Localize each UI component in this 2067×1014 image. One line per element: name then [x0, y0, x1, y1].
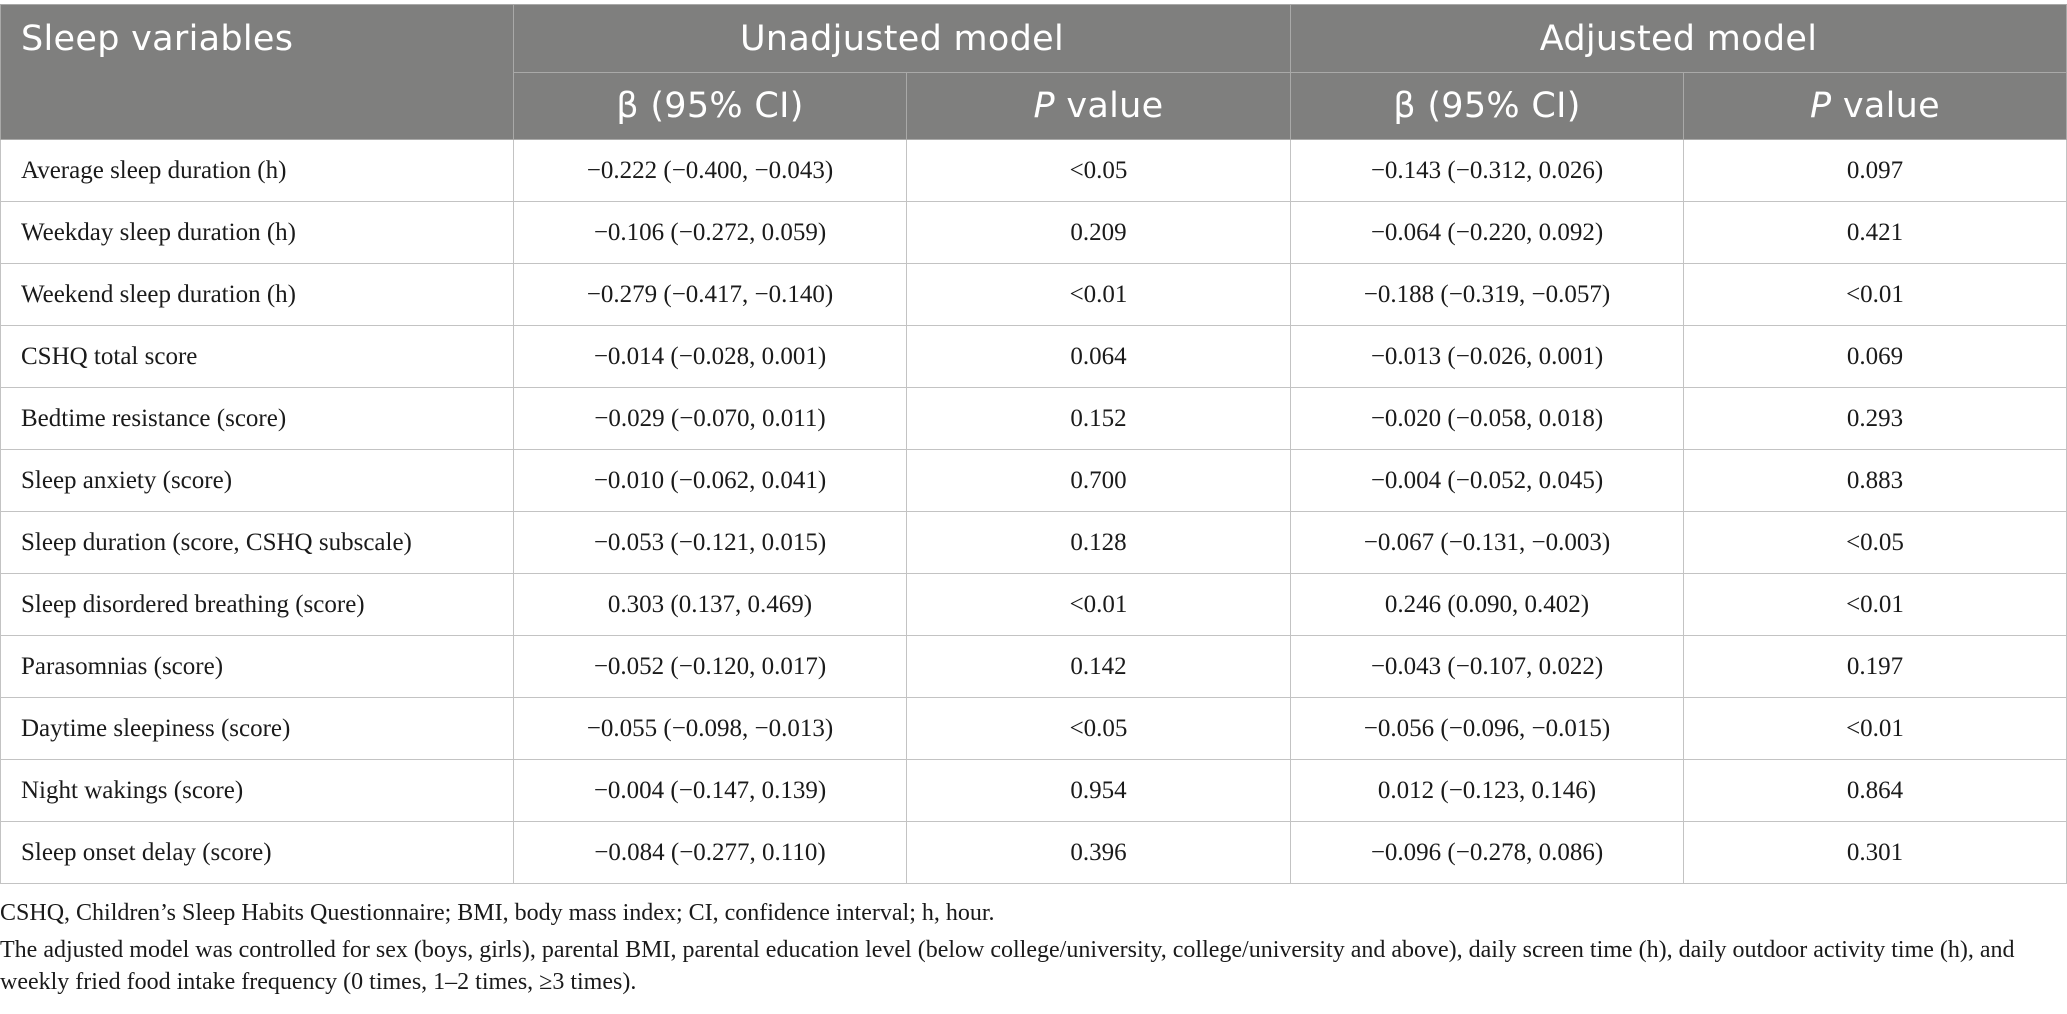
cell-unadjusted-beta: −0.052 (−0.120, 0.017) [513, 635, 907, 698]
cell-unadjusted-beta: −0.106 (−0.272, 0.059) [513, 201, 907, 264]
cell-sleep-variable: Sleep onset delay (score) [0, 821, 514, 884]
cell-unadjusted-p-value: 0.954 [906, 759, 1291, 822]
cell-adjusted-beta: −0.067 (−0.131, −0.003) [1290, 511, 1684, 574]
cell-adjusted-beta: 0.246 (0.090, 0.402) [1290, 573, 1684, 636]
cell-sleep-variable: Sleep disordered breathing (score) [0, 573, 514, 636]
header-unadjusted-p-value: P value [906, 72, 1291, 140]
cell-sleep-variable: Weekend sleep duration (h) [0, 263, 514, 326]
cell-adjusted-p-value: <0.01 [1683, 263, 2067, 326]
table-footnotes: CSHQ, Children’s Sleep Habits Questionna… [0, 897, 2060, 998]
p-italic-label: P [1033, 86, 1055, 126]
cell-adjusted-beta: −0.043 (−0.107, 0.022) [1290, 635, 1684, 698]
cell-sleep-variable: CSHQ total score [0, 325, 514, 388]
p-value-suffix: value [1831, 86, 1940, 126]
cell-unadjusted-beta: −0.010 (−0.062, 0.041) [513, 449, 907, 512]
cell-unadjusted-beta: −0.029 (−0.070, 0.011) [513, 387, 907, 450]
cell-adjusted-beta: −0.096 (−0.278, 0.086) [1290, 821, 1684, 884]
cell-adjusted-p-value: 0.293 [1683, 387, 2067, 450]
cell-adjusted-beta: 0.012 (−0.123, 0.146) [1290, 759, 1684, 822]
header-row-groups: Sleep variables Unadjusted model Adjuste… [0, 4, 2067, 140]
header-row-columns: β (95% CI) P value β (95% CI) P value [1, 72, 2067, 140]
table-row: Weekend sleep duration (h) −0.279 (−0.417… [0, 263, 2067, 326]
cell-adjusted-p-value: 0.069 [1683, 325, 2067, 388]
cell-unadjusted-p-value: 0.142 [906, 635, 1291, 698]
cell-adjusted-p-value: <0.05 [1683, 511, 2067, 574]
footnote-adjustment: The adjusted model was controlled for se… [0, 937, 2015, 995]
cell-sleep-variable: Sleep duration (score, CSHQ subscale) [0, 511, 514, 574]
cell-unadjusted-beta: −0.222 (−0.400, −0.043) [513, 139, 907, 202]
cell-adjusted-beta: −0.064 (−0.220, 0.092) [1290, 201, 1684, 264]
cell-unadjusted-beta: −0.053 (−0.121, 0.015) [513, 511, 907, 574]
cell-sleep-variable: Daytime sleepiness (score) [0, 697, 514, 760]
cell-unadjusted-p-value: <0.01 [906, 263, 1291, 326]
table-row: Parasomnias (score) −0.052 (−0.120, 0.017… [0, 635, 2067, 698]
cell-adjusted-beta: −0.013 (−0.026, 0.001) [1290, 325, 1684, 388]
header-adjusted-model: Adjusted model [1290, 4, 2067, 73]
cell-adjusted-p-value: 0.883 [1683, 449, 2067, 512]
cell-unadjusted-p-value: 0.700 [906, 449, 1291, 512]
cell-adjusted-beta: −0.188 (−0.319, −0.057) [1290, 263, 1684, 326]
header-unadjusted-model: Unadjusted model [513, 4, 1291, 73]
cell-sleep-variable: Sleep anxiety (score) [0, 449, 514, 512]
header-sleep-variables: Sleep variables [0, 4, 514, 140]
cell-adjusted-p-value: 0.197 [1683, 635, 2067, 698]
p-value-suffix: value [1054, 86, 1164, 126]
cell-adjusted-p-value: 0.421 [1683, 201, 2067, 264]
cell-adjusted-p-value: <0.01 [1683, 573, 2067, 636]
table-row: CSHQ total score −0.014 (−0.028, 0.001) 0.… [0, 325, 2067, 388]
p-italic-label: P [1810, 86, 1832, 126]
cell-unadjusted-beta: −0.055 (−0.098, −0.013) [513, 697, 907, 760]
footnote-abbreviations: CSHQ, Children’s Sleep Habits Questionna… [0, 900, 995, 926]
cell-unadjusted-beta: −0.279 (−0.417, −0.140) [513, 263, 907, 326]
table-row: Average sleep duration (h) −0.222 (−0.400… [0, 139, 2067, 202]
cell-adjusted-beta: −0.143 (−0.312, 0.026) [1290, 139, 1684, 202]
cell-unadjusted-beta: −0.004 (−0.147, 0.139) [513, 759, 907, 822]
cell-unadjusted-p-value: 0.152 [906, 387, 1291, 450]
cell-adjusted-p-value: 0.864 [1683, 759, 2067, 822]
cell-sleep-variable: Average sleep duration (h) [0, 139, 514, 202]
cell-adjusted-beta: −0.020 (−0.058, 0.018) [1290, 387, 1684, 450]
table-row: Night wakings (score) −0.004 (−0.147, 0.1… [0, 759, 2067, 822]
cell-unadjusted-p-value: <0.05 [906, 139, 1291, 202]
table-row: Sleep disordered breathing (score) 0.303 … [0, 573, 2067, 636]
cell-unadjusted-beta: −0.084 (−0.277, 0.110) [513, 821, 907, 884]
header-adjusted-beta: β (95% CI) [1290, 72, 1684, 140]
cell-sleep-variable: Parasomnias (score) [0, 635, 514, 698]
table-row: Bedtime resistance (score) −0.029 (−0.070… [0, 387, 2067, 450]
table-row: Sleep anxiety (score) −0.010 (−0.062, 0.0… [0, 449, 2067, 512]
table-row: Sleep duration (score, CSHQ subscale) −0.… [0, 511, 2067, 574]
table-body: Average sleep duration (h) −0.222 (−0.400… [0, 139, 2067, 884]
cell-adjusted-beta: −0.056 (−0.096, −0.015) [1290, 697, 1684, 760]
cell-unadjusted-p-value: 0.209 [906, 201, 1291, 264]
cell-sleep-variable: Bedtime resistance (score) [0, 387, 514, 450]
header-unadjusted-beta: β (95% CI) [513, 72, 907, 140]
cell-sleep-variable: Night wakings (score) [0, 759, 514, 822]
header-adjusted-p-value: P value [1683, 72, 2067, 140]
cell-unadjusted-beta: −0.014 (−0.028, 0.001) [513, 325, 907, 388]
cell-unadjusted-p-value: <0.05 [906, 697, 1291, 760]
cell-unadjusted-p-value: <0.01 [906, 573, 1291, 636]
cell-adjusted-p-value: 0.097 [1683, 139, 2067, 202]
cell-unadjusted-beta: 0.303 (0.137, 0.469) [513, 573, 907, 636]
cell-adjusted-p-value: 0.301 [1683, 821, 2067, 884]
results-table: Sleep variables Unadjusted model Adjuste… [0, 4, 2067, 884]
cell-unadjusted-p-value: 0.128 [906, 511, 1291, 574]
table-row: Daytime sleepiness (score) −0.055 (−0.098… [0, 697, 2067, 760]
table-row: Weekday sleep duration (h) −0.106 (−0.272… [0, 201, 2067, 264]
cell-adjusted-p-value: <0.01 [1683, 697, 2067, 760]
cell-unadjusted-p-value: 0.064 [906, 325, 1291, 388]
cell-adjusted-beta: −0.004 (−0.052, 0.045) [1290, 449, 1684, 512]
results-table-container: Sleep variables Unadjusted model Adjuste… [0, 4, 2067, 884]
table-row: Sleep onset delay (score) −0.084 (−0.277,… [0, 821, 2067, 884]
cell-sleep-variable: Weekday sleep duration (h) [0, 201, 514, 264]
table-header: Sleep variables Unadjusted model Adjuste… [0, 4, 2067, 140]
cell-unadjusted-p-value: 0.396 [906, 821, 1291, 884]
